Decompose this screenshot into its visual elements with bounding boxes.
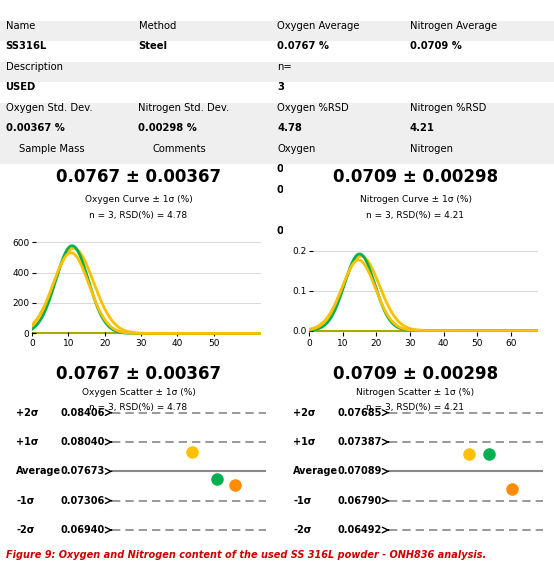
Text: 0.08406: 0.08406: [60, 408, 105, 418]
Text: n=: n=: [277, 62, 292, 71]
Text: +1σ: +1σ: [293, 437, 316, 447]
Text: 0.07387: 0.07387: [337, 437, 382, 447]
Text: 0.06790: 0.06790: [337, 496, 382, 506]
Text: 0.0752 %: 0.0752 %: [277, 185, 329, 195]
Text: 0.07306: 0.07306: [60, 496, 105, 506]
Text: Nitrogen Scatter ± 1σ (%): Nitrogen Scatter ± 1σ (%): [356, 388, 475, 397]
Text: 0.0767 ± 0.00367: 0.0767 ± 0.00367: [56, 168, 221, 186]
Text: USED: USED: [6, 82, 36, 92]
Text: Name: Name: [6, 21, 35, 31]
Text: 0.0809 %: 0.0809 %: [277, 164, 329, 174]
Text: Oxygen: Oxygen: [277, 143, 315, 154]
Text: Oxygen Curve ± 1σ (%): Oxygen Curve ± 1σ (%): [85, 195, 192, 204]
Text: 0.07673: 0.07673: [60, 467, 105, 476]
Text: n = 3, RSD(%) = 4.21: n = 3, RSD(%) = 4.21: [367, 211, 464, 220]
Text: -2σ: -2σ: [16, 525, 34, 535]
Text: 0.0709 ± 0.00298: 0.0709 ± 0.00298: [333, 365, 498, 382]
Text: Description: Description: [6, 62, 63, 71]
Text: 3: 3: [277, 82, 284, 92]
Text: Oxygen %RSD: Oxygen %RSD: [277, 103, 349, 112]
Text: 4.21: 4.21: [410, 123, 435, 133]
Bar: [0, 143, 554, 164]
Text: Nitrogen %RSD: Nitrogen %RSD: [410, 103, 486, 112]
FancyBboxPatch shape: [3, 162, 274, 362]
Bar: [0, 21, 554, 41]
Text: Oxygen Std. Dev.: Oxygen Std. Dev.: [6, 103, 92, 112]
Text: 0.0767 %: 0.0767 %: [277, 41, 329, 51]
Text: n = 3, RSD(%) = 4.21: n = 3, RSD(%) = 4.21: [367, 403, 464, 412]
Text: 0.0709 ± 0.00298: 0.0709 ± 0.00298: [333, 168, 498, 186]
FancyBboxPatch shape: [280, 162, 551, 362]
Text: 0.07685: 0.07685: [337, 408, 382, 418]
Text: 0.07089: 0.07089: [337, 467, 382, 476]
Text: Nitrogen Curve ± 1σ (%): Nitrogen Curve ± 1σ (%): [360, 195, 471, 204]
Text: 0.06940: 0.06940: [60, 525, 105, 535]
Text: SS316L: SS316L: [6, 41, 47, 51]
Text: 0.0741 %: 0.0741 %: [277, 226, 330, 236]
Text: 1.0732 g: 1.0732 g: [25, 226, 74, 236]
Text: 0.0709 %: 0.0709 %: [410, 41, 462, 51]
Text: n = 3, RSD(%) = 4.78: n = 3, RSD(%) = 4.78: [89, 403, 188, 412]
Text: Nitrogen: Nitrogen: [410, 143, 453, 154]
Text: Oxygen Scatter ± 1σ (%): Oxygen Scatter ± 1σ (%): [81, 388, 196, 397]
Text: -1σ: -1σ: [16, 496, 34, 506]
Bar: [0, 123, 554, 143]
Text: 1.1005 g: 1.1005 g: [25, 164, 75, 174]
Text: +2σ: +2σ: [293, 408, 316, 418]
Text: +1σ: +1σ: [16, 437, 39, 447]
Text: 4.78: 4.78: [277, 123, 302, 133]
FancyBboxPatch shape: [3, 361, 274, 546]
Text: Method: Method: [138, 21, 176, 31]
Text: 0.0767 ± 0.00367: 0.0767 ± 0.00367: [56, 365, 221, 382]
Text: -1σ: -1σ: [293, 496, 311, 506]
FancyBboxPatch shape: [280, 361, 551, 546]
Text: 0.0721 %: 0.0721 %: [410, 185, 462, 195]
Text: Oxygen Average: Oxygen Average: [277, 21, 360, 31]
Text: Figure 9: Oxygen and Nitrogen content of the used SS 316L powder - ONH836 analys: Figure 9: Oxygen and Nitrogen content of…: [6, 550, 486, 560]
Text: n = 3, RSD(%) = 4.78: n = 3, RSD(%) = 4.78: [89, 211, 188, 220]
Text: Average: Average: [16, 467, 61, 476]
Text: 0.08040: 0.08040: [60, 437, 105, 447]
Text: Steel: Steel: [138, 41, 167, 51]
Text: +2σ: +2σ: [16, 408, 39, 418]
Text: Average: Average: [293, 467, 338, 476]
Text: 0.00298 %: 0.00298 %: [138, 123, 197, 133]
Text: 0.06492: 0.06492: [337, 525, 382, 535]
Text: Nitrogen Average: Nitrogen Average: [410, 21, 497, 31]
Bar: [0, 103, 554, 123]
Text: -2σ: -2σ: [293, 525, 311, 535]
Text: Nitrogen Std. Dev.: Nitrogen Std. Dev.: [138, 103, 230, 112]
Text: 0.0730 %: 0.0730 %: [410, 164, 462, 174]
Text: Sample Mass: Sample Mass: [19, 143, 85, 154]
Text: 0.0675 %: 0.0675 %: [410, 226, 462, 236]
Bar: [0, 62, 554, 82]
Text: Comments: Comments: [152, 143, 206, 154]
Text: 0.00367 %: 0.00367 %: [6, 123, 64, 133]
Text: 1.0366 g: 1.0366 g: [25, 185, 74, 195]
